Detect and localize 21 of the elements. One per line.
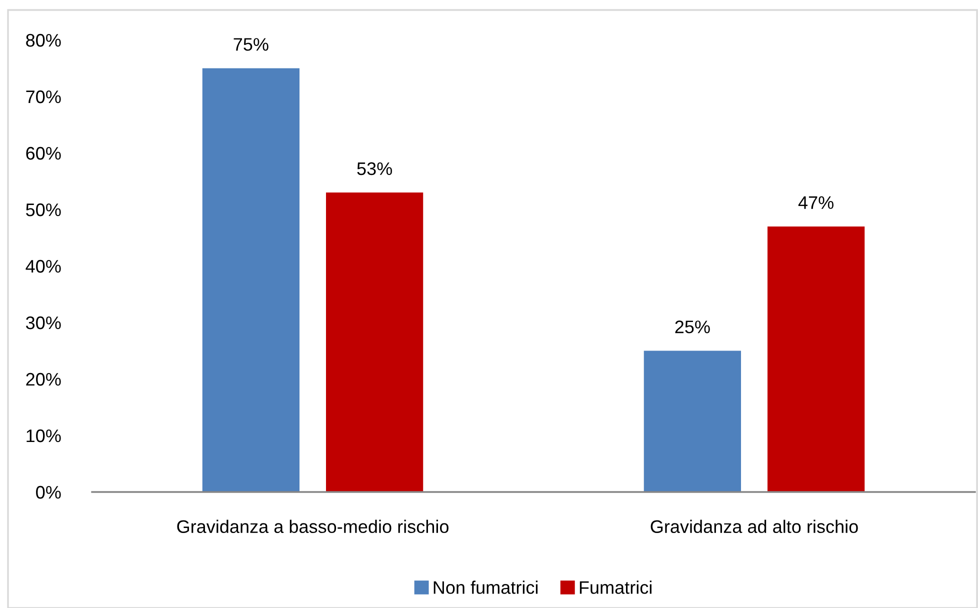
- y-tick-label: 10%: [26, 429, 61, 442]
- y-tick-label: 80%: [26, 34, 61, 47]
- y-tick-label: 0%: [36, 486, 61, 499]
- x-tick-label: Gravidanza a basso-medio rischio: [177, 520, 448, 534]
- bar: [202, 68, 300, 492]
- bar: [326, 192, 424, 492]
- y-tick-label: 50%: [26, 203, 61, 216]
- bar: [644, 350, 742, 492]
- bar: [767, 226, 865, 492]
- data-label: 47%: [798, 196, 834, 209]
- legend-label: Non fumatrici: [434, 580, 538, 594]
- data-label: 75%: [234, 38, 268, 51]
- y-tick-label: 40%: [26, 260, 61, 273]
- y-tick-label: 60%: [26, 146, 61, 160]
- legend-label: Fumatrici: [580, 580, 652, 594]
- y-tick-label: 70%: [26, 90, 61, 104]
- x-tick-label: Gravidanza ad alto rischio: [650, 520, 858, 534]
- data-label: 25%: [675, 320, 710, 334]
- data-label: 53%: [357, 162, 392, 176]
- y-tick-label: 20%: [26, 372, 61, 386]
- y-tick-label: 30%: [26, 316, 61, 330]
